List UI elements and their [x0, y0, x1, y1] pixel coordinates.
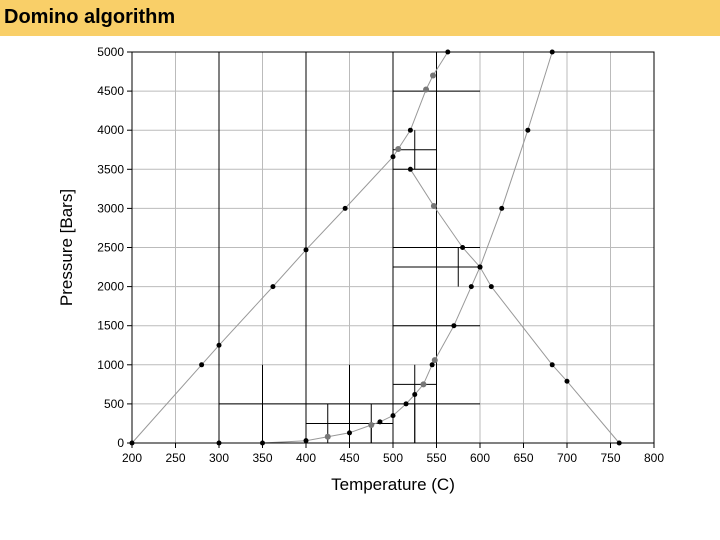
- data-point: [395, 145, 402, 152]
- data-point: [420, 381, 427, 388]
- data-point: [342, 205, 348, 211]
- data-point: [412, 392, 418, 398]
- data-point: [216, 342, 222, 348]
- data-point: [564, 378, 570, 384]
- y-tick-label: 500: [104, 397, 124, 411]
- y-tick-label: 3000: [97, 201, 124, 215]
- ticks: 200 250 300 350 400 450 500 550 600 650 700 750 800 0…: [97, 45, 664, 465]
- data-point: [499, 205, 505, 211]
- data-point: [430, 203, 437, 210]
- x-tick-label: 350: [252, 451, 272, 465]
- y-tick-label: 5000: [97, 45, 124, 59]
- y-tick-label: 4000: [97, 123, 124, 137]
- x-axis-label: Temperature (C): [331, 475, 455, 494]
- slide-title: Domino algorithm: [4, 6, 176, 28]
- data-point: [460, 245, 466, 250]
- x-tick-label: 600: [470, 451, 490, 465]
- x-tick-label: 250: [165, 451, 185, 465]
- data-point: [451, 323, 457, 329]
- title-bar: Domino algorithm: [0, 0, 720, 36]
- x-tick-label: 700: [557, 451, 577, 465]
- data-point: [525, 127, 531, 133]
- x-tick-label: 450: [339, 451, 359, 465]
- data-point: [403, 401, 409, 407]
- y-tick-label: 1000: [97, 358, 124, 372]
- data-point: [270, 284, 276, 290]
- y-tick-label: 4500: [97, 84, 124, 98]
- data-point: [377, 419, 383, 425]
- data-point: [324, 433, 331, 440]
- data-point: [368, 422, 375, 429]
- y-tick-label: 2500: [97, 241, 124, 255]
- data-point: [407, 127, 413, 133]
- data-point: [423, 86, 430, 93]
- x-tick-label: 200: [122, 451, 142, 465]
- data-point: [199, 362, 205, 368]
- x-tick-label: 650: [513, 451, 533, 465]
- y-tick-label: 0: [117, 436, 124, 450]
- data-point: [477, 264, 483, 270]
- data-point: [347, 430, 352, 436]
- x-tick-label: 400: [296, 451, 316, 465]
- data-point: [549, 362, 555, 368]
- data-point: [430, 72, 437, 79]
- data-point: [431, 357, 438, 364]
- x-tick-label: 500: [383, 451, 403, 465]
- y-axis-label: Pressure [Bars]: [57, 189, 76, 306]
- y-tick-label: 3500: [97, 162, 124, 176]
- data-point: [407, 166, 413, 172]
- x-tick-label: 750: [600, 451, 620, 465]
- data-points: [129, 49, 622, 446]
- x-tick-label: 300: [209, 451, 229, 465]
- data-point: [468, 284, 474, 290]
- data-point: [303, 438, 309, 444]
- data-point: [390, 154, 396, 160]
- data-point: [390, 413, 396, 419]
- data-point: [303, 247, 309, 253]
- y-tick-label: 1500: [97, 319, 124, 333]
- y-tick-label: 2000: [97, 280, 124, 294]
- data-point: [429, 362, 435, 368]
- x-tick-label: 550: [426, 451, 446, 465]
- x-tick-label: 800: [644, 451, 664, 465]
- series-line: [409, 169, 620, 444]
- data-point: [488, 284, 494, 290]
